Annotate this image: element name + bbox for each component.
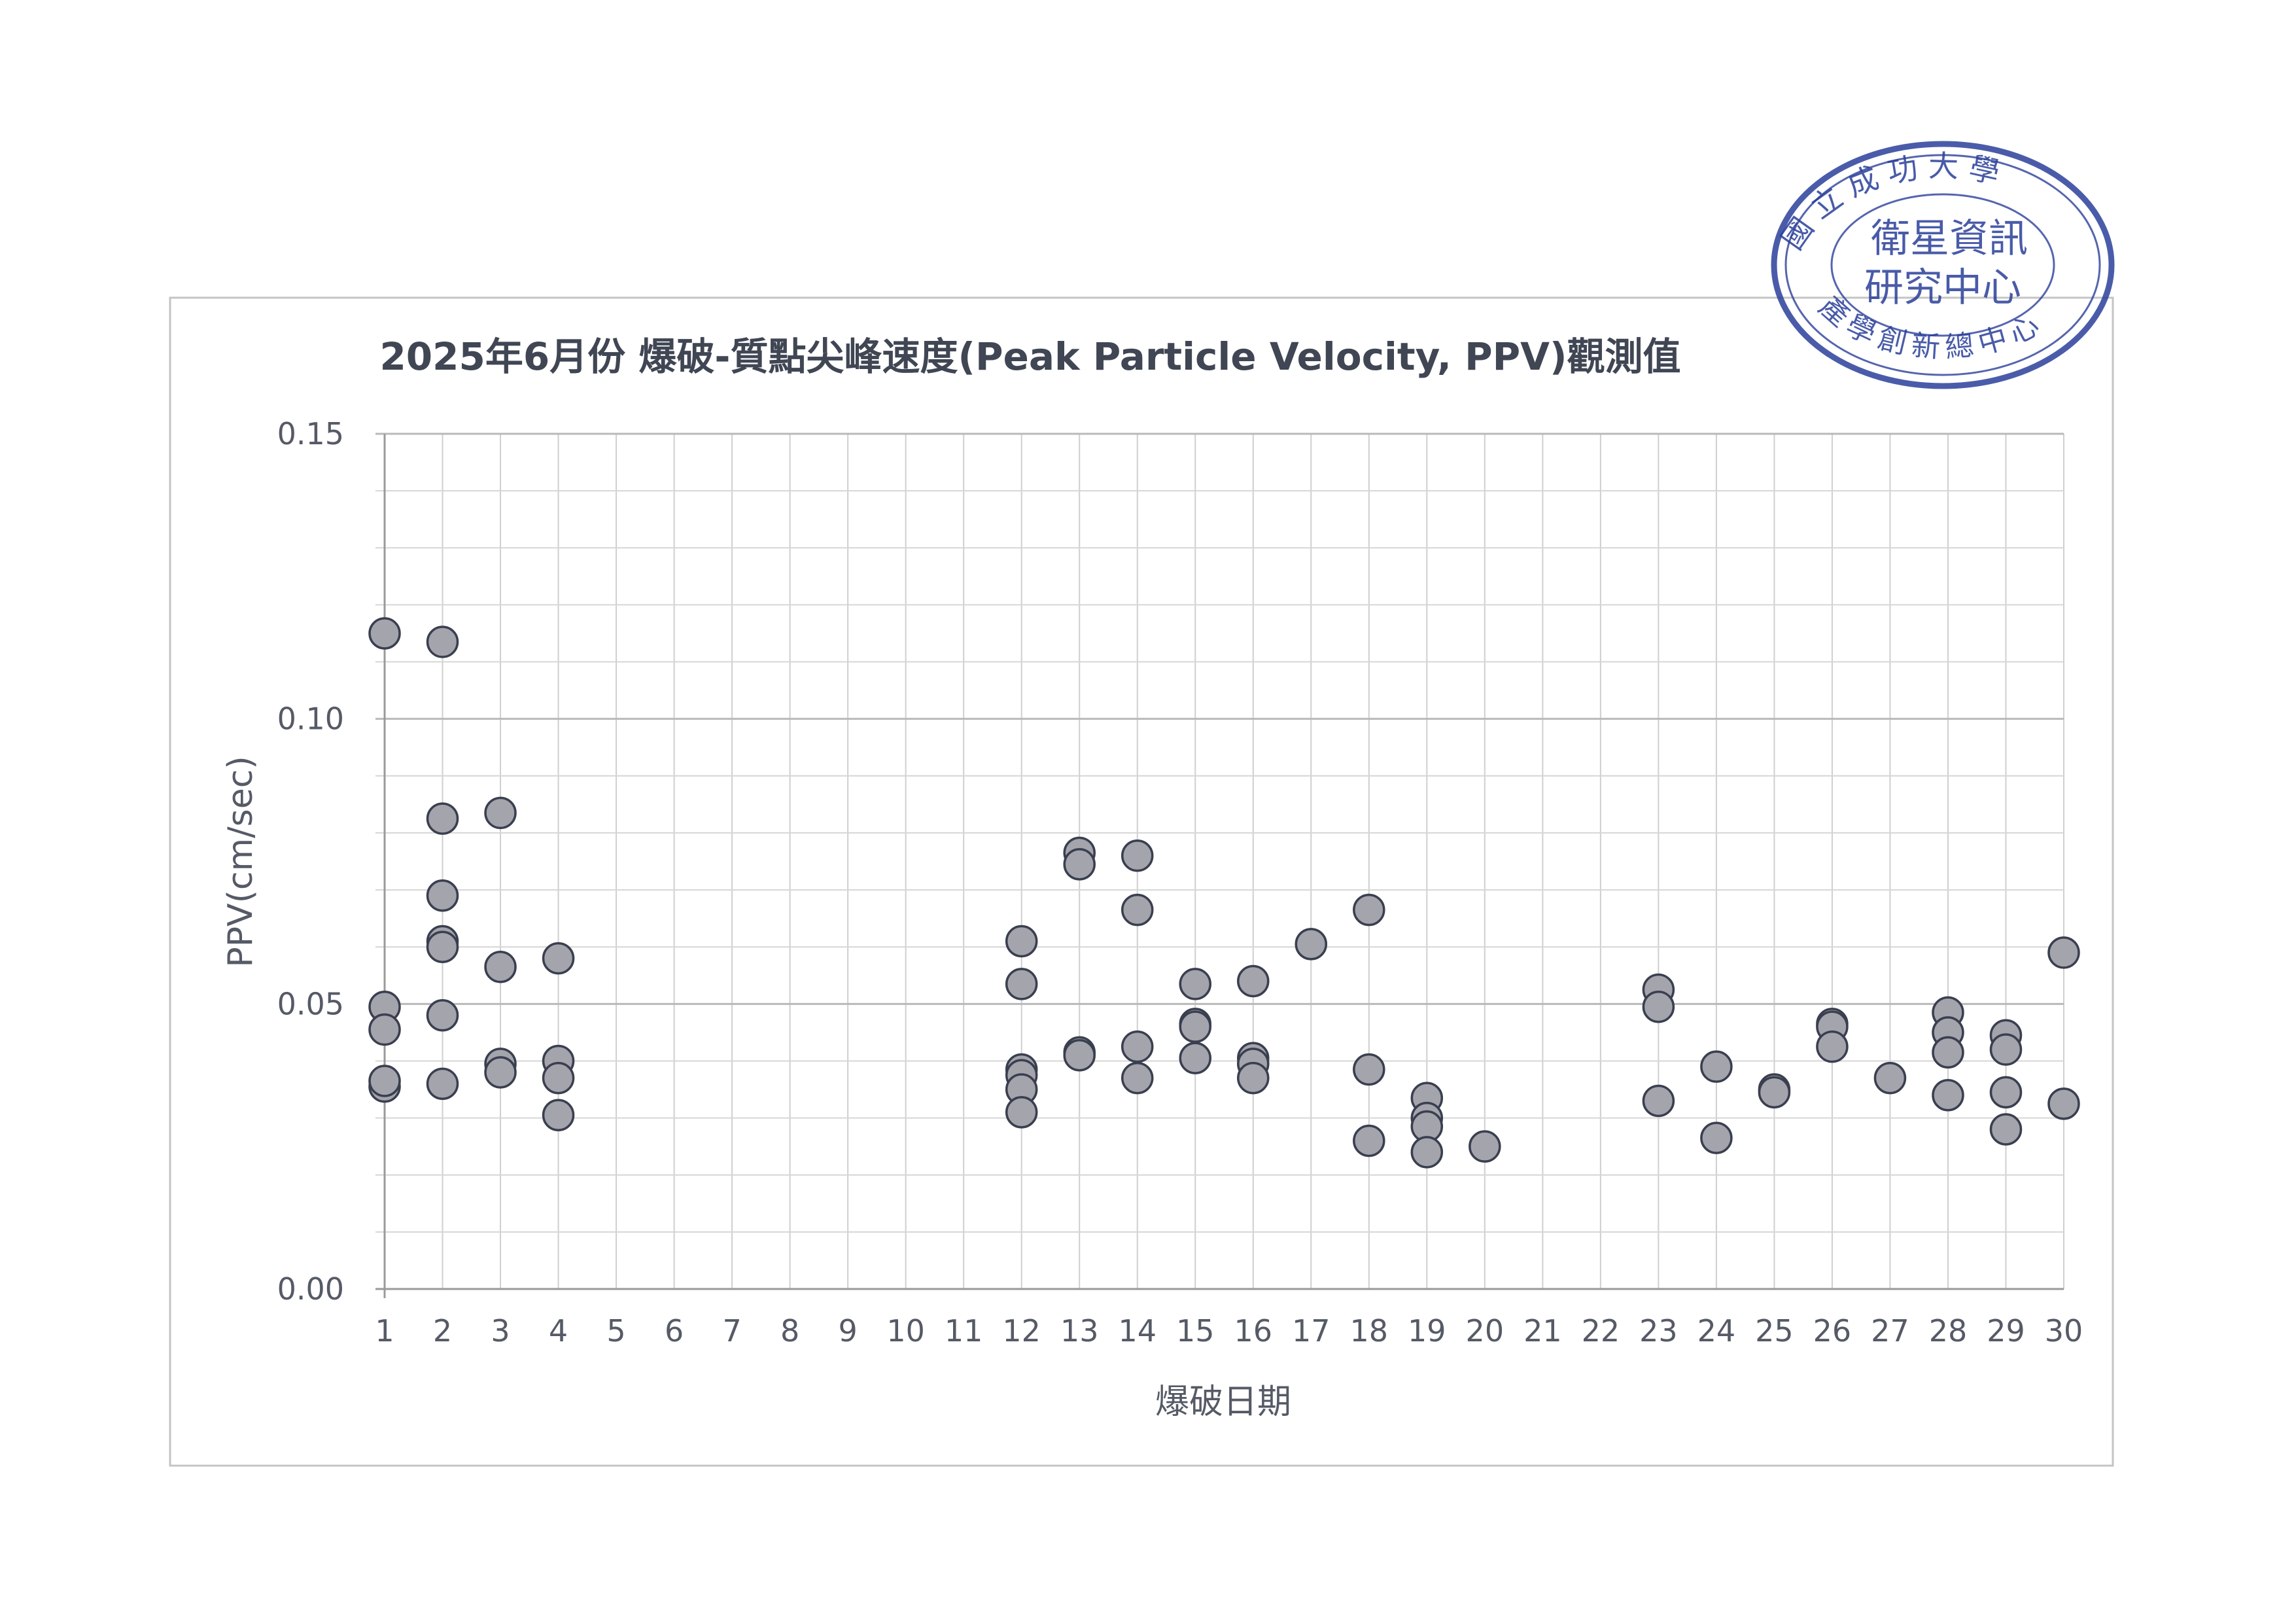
data-point — [426, 802, 459, 835]
data-point — [1179, 1010, 1211, 1043]
data-point — [1063, 1039, 1096, 1072]
y-tick-label: 0.00 — [277, 1271, 344, 1307]
x-tick-label: 19 — [1408, 1313, 1446, 1349]
data-point — [542, 942, 575, 975]
data-point — [1932, 1036, 1964, 1069]
x-tick-label: 28 — [1929, 1313, 1968, 1349]
data-point — [2047, 936, 2080, 969]
data-point — [2047, 1087, 2080, 1120]
chart-border — [169, 296, 2114, 1467]
data-point — [426, 879, 459, 912]
data-point — [1005, 925, 1038, 958]
data-points — [368, 617, 2080, 1169]
data-point — [1005, 968, 1038, 1000]
data-point — [1005, 1096, 1038, 1129]
x-tick-label: 17 — [1292, 1313, 1331, 1349]
data-point — [426, 999, 459, 1032]
data-point — [1295, 928, 1328, 961]
axes — [375, 434, 2064, 1298]
x-tick-label: 24 — [1697, 1313, 1736, 1349]
data-point — [1700, 1121, 1733, 1154]
data-point — [426, 626, 459, 658]
data-point — [1121, 1030, 1154, 1063]
x-tick-label: 25 — [1755, 1313, 1794, 1349]
x-tick-label: 23 — [1639, 1313, 1678, 1349]
y-tick-label: 0.15 — [277, 416, 344, 451]
x-tick-label: 4 — [549, 1313, 568, 1349]
data-point — [1121, 1061, 1154, 1095]
x-tick-label: 8 — [780, 1313, 799, 1349]
data-point — [1469, 1130, 1501, 1163]
x-tick-label: 6 — [665, 1313, 684, 1349]
data-point — [1642, 1084, 1675, 1118]
data-point — [1642, 990, 1675, 1023]
data-point — [1179, 1042, 1211, 1074]
data-point — [1353, 1053, 1385, 1086]
x-tick-label: 1 — [375, 1313, 394, 1349]
data-point — [484, 796, 517, 830]
svg-text:衛星資訊: 衛星資訊 — [1871, 216, 2028, 262]
data-point — [1237, 1061, 1270, 1095]
y-tick-label: 0.05 — [277, 986, 344, 1021]
x-tick-label: 21 — [1523, 1313, 1562, 1349]
x-tick-label: 16 — [1234, 1313, 1272, 1349]
x-tick-label: 5 — [606, 1313, 625, 1349]
data-point — [1989, 1076, 2023, 1109]
x-tick-labels: 1 2 3 4 5 6 7 8 9 10 11 12 13 14 15 16 17 18 19 20 21 22 23 24 2… — [375, 1313, 2083, 1349]
data-point — [542, 1099, 575, 1131]
university-seal-stamp: 國立成功大學 產學創新總中心 衛星資訊 研究中心 — [1771, 141, 2115, 389]
y-tick-labels: 0.15 0.10 0.05 0.00 — [277, 416, 344, 1307]
x-tick-label: 18 — [1350, 1313, 1389, 1349]
data-point — [368, 617, 401, 650]
data-point — [484, 1056, 517, 1089]
data-point — [1121, 893, 1154, 927]
x-tick-label: 2 — [433, 1313, 452, 1349]
x-tick-label: 13 — [1060, 1313, 1099, 1349]
data-point — [1237, 964, 1270, 998]
data-point — [1758, 1076, 1791, 1109]
x-tick-label: 14 — [1118, 1313, 1157, 1349]
data-point — [1989, 1033, 2023, 1066]
x-tick-label: 20 — [1466, 1313, 1505, 1349]
data-point — [1353, 893, 1385, 927]
x-axis-label: 爆破日期 — [1155, 1383, 1291, 1422]
data-point — [1873, 1061, 1907, 1095]
data-point — [484, 950, 517, 983]
chart-title: 2025年6月份 爆破-質點尖峰速度(Peak Particle Velocit… — [379, 334, 1680, 379]
data-point — [426, 1067, 459, 1101]
x-tick-label: 15 — [1176, 1313, 1215, 1349]
data-point — [368, 1013, 401, 1046]
data-point — [368, 1065, 401, 1097]
data-point — [1121, 839, 1154, 872]
x-tick-label: 22 — [1582, 1313, 1620, 1349]
svg-text:研究中心: 研究中心 — [1864, 265, 2021, 311]
data-point — [426, 930, 459, 963]
x-tick-label: 10 — [886, 1313, 925, 1349]
data-point — [1700, 1050, 1733, 1083]
data-point — [1179, 968, 1211, 1000]
x-tick-label: 26 — [1813, 1313, 1852, 1349]
data-point — [1410, 1136, 1444, 1169]
x-tick-label: 30 — [2045, 1313, 2083, 1349]
y-axis-label: PPV(cm/sec) — [221, 756, 260, 967]
y-tick-label: 0.10 — [277, 701, 344, 737]
x-tick-label: 27 — [1871, 1313, 1909, 1349]
x-tick-label: 3 — [491, 1313, 510, 1349]
x-tick-label: 12 — [1002, 1313, 1041, 1349]
data-point — [1063, 848, 1096, 881]
data-point — [542, 1061, 575, 1095]
x-tick-label: 7 — [722, 1313, 741, 1349]
data-point — [1932, 1078, 1964, 1112]
data-point — [1989, 1113, 2023, 1146]
x-tick-label: 29 — [1987, 1313, 2025, 1349]
data-point — [1816, 1030, 1849, 1063]
x-tick-label: 9 — [838, 1313, 857, 1349]
data-point — [1353, 1124, 1385, 1157]
x-tick-label: 11 — [945, 1313, 983, 1349]
